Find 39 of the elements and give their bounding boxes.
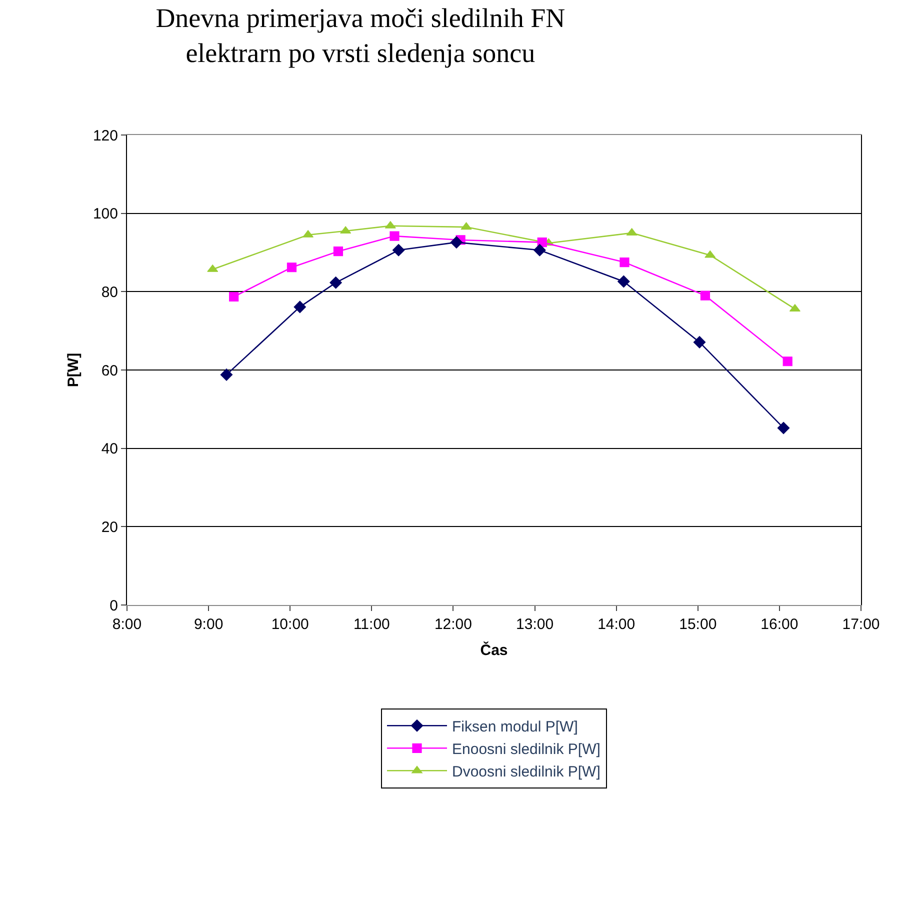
x-tick-label: 14:00	[598, 616, 636, 633]
x-tick-label: 13:00	[516, 616, 554, 633]
point	[618, 275, 630, 288]
point	[392, 244, 405, 256]
point	[777, 422, 790, 434]
point	[333, 246, 344, 256]
point	[782, 356, 792, 366]
x-tick-label: 12:00	[434, 616, 472, 633]
legend-label: Fiksen modul P[W]	[452, 718, 578, 736]
y-tick-label: 20	[101, 518, 118, 536]
x-tick-label: 11:00	[353, 616, 390, 633]
point	[286, 262, 297, 272]
x-tick-label: 10:00	[271, 616, 309, 633]
point	[700, 290, 710, 300]
point	[534, 244, 546, 256]
y-tick-label: 80	[101, 284, 118, 301]
chart-title: Dnevna primerjava moči sledilnih FN elektrarn po vrsti sledenja soncu	[156, 2, 566, 68]
point	[294, 300, 306, 314]
y-tick-label: 40	[101, 440, 118, 458]
point	[390, 231, 400, 241]
point	[330, 276, 342, 289]
y-tick-label: 60	[101, 362, 118, 380]
legend-label: Enoosni sledilnik P[W]	[452, 741, 600, 758]
point	[220, 368, 233, 381]
point	[693, 336, 706, 348]
y-axis-title: P[W]	[65, 352, 82, 388]
x-tick-label: 15:00	[679, 616, 717, 633]
point	[229, 292, 239, 302]
point	[620, 257, 630, 268]
x-tick-label: 17:00	[842, 616, 880, 633]
y-tick-label: 120	[92, 127, 118, 144]
x-tick-label: 9:00	[194, 616, 224, 633]
y-tick-label: 0	[110, 597, 118, 614]
x-axis-title: Čas	[480, 641, 508, 659]
point	[450, 236, 463, 248]
y-tick-label: 100	[92, 206, 118, 223]
x-tick-label: 16:00	[760, 616, 798, 633]
x-tick-label: 8:00	[112, 616, 142, 633]
legend-label: Dvoosni sledilnik P[W]	[452, 764, 600, 780]
